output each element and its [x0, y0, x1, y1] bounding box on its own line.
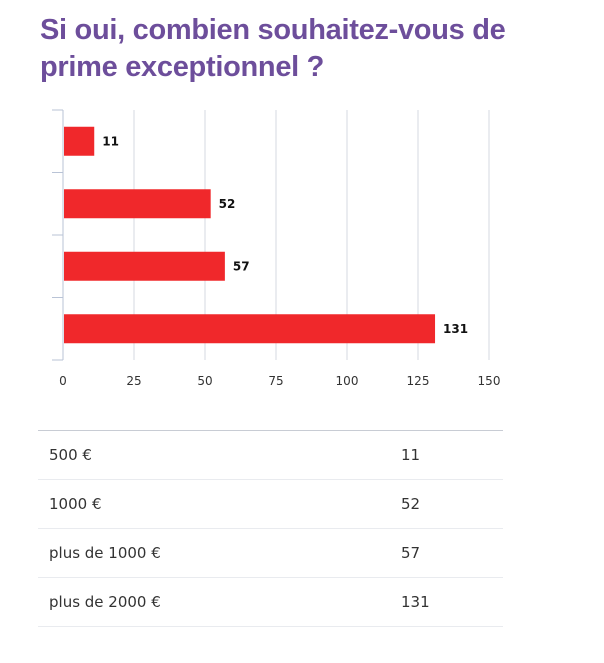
bar-value-label: 11: [102, 134, 119, 148]
x-tick-label: 125: [407, 374, 430, 388]
x-tick-label: 25: [126, 374, 141, 388]
bar-value-label: 57: [233, 259, 250, 273]
bar-value-label: 52: [219, 197, 236, 211]
bar: [64, 126, 95, 156]
bar: [64, 189, 211, 219]
x-tick-label: 0: [59, 374, 67, 388]
table-value-cell: 57: [401, 528, 503, 578]
bar: [64, 251, 225, 281]
bar-value-label: 131: [443, 322, 468, 336]
x-tick-label: 50: [197, 374, 212, 388]
table-category-cell: plus de 2000 €: [38, 577, 401, 627]
table-category-cell: plus de 1000 €: [38, 528, 401, 578]
table-value-cell: 11: [401, 430, 503, 480]
table-row: 500 € 11: [38, 430, 503, 480]
table-value-cell: 52: [401, 479, 503, 529]
bar-chart: 11 52 57 131 0 25 50 75 100 125 150: [52, 109, 501, 388]
chart-title: Si oui, combien souhaitez-vous de prime …: [40, 14, 506, 83]
table-value-cell: 131: [401, 577, 503, 627]
table-row: 1000 € 52: [38, 479, 503, 529]
x-tick-label: 75: [268, 374, 283, 388]
table-row: plus de 1000 € 57: [38, 528, 503, 578]
x-tick-label: 100: [336, 374, 359, 388]
bar: [64, 314, 436, 344]
table-row: plus de 2000 € 131: [38, 577, 503, 627]
x-tick-label: 150: [478, 374, 501, 388]
data-table: 500 € 11 1000 € 52 plus de 1000 € 57 plu…: [38, 430, 503, 627]
table-category-cell: 500 €: [38, 430, 401, 480]
table-category-cell: 1000 €: [38, 479, 401, 529]
